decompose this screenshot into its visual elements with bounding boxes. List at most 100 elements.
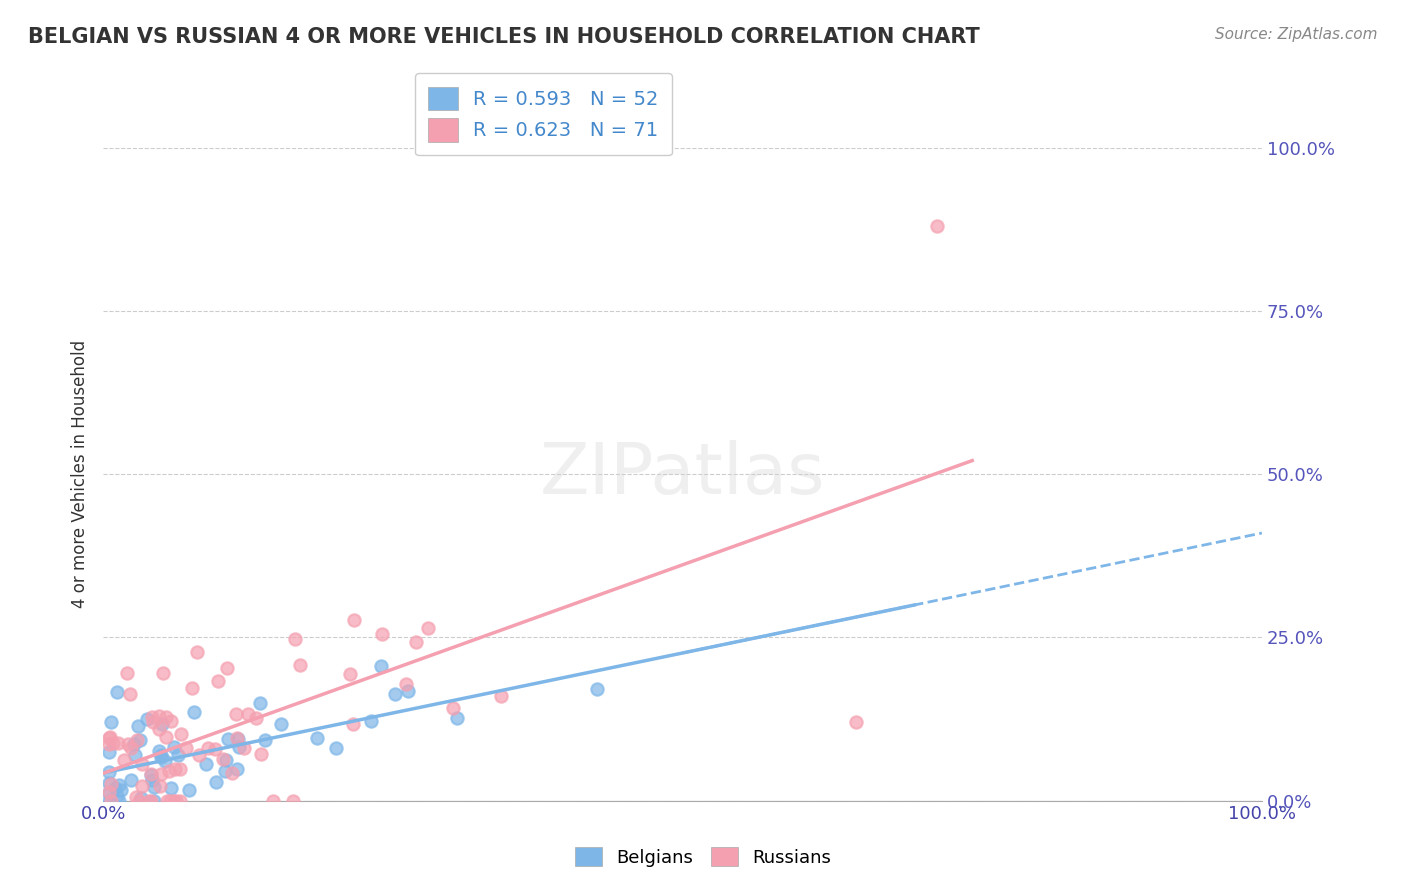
Point bbox=[284, 632, 307, 646]
Point bbox=[195, 756, 218, 771]
Point bbox=[162, 794, 184, 808]
Point bbox=[395, 677, 418, 691]
Point bbox=[150, 748, 173, 763]
Point bbox=[97, 731, 120, 746]
Point bbox=[139, 768, 162, 782]
Point bbox=[124, 747, 146, 762]
Point bbox=[396, 683, 419, 698]
Point bbox=[115, 666, 138, 681]
Point bbox=[187, 748, 209, 763]
Point bbox=[165, 794, 187, 808]
Point bbox=[160, 781, 183, 796]
Point bbox=[217, 732, 239, 747]
Point bbox=[360, 714, 382, 728]
Point bbox=[143, 780, 166, 794]
Point bbox=[108, 778, 131, 792]
Point bbox=[122, 737, 145, 751]
Point bbox=[343, 613, 366, 627]
Point bbox=[157, 764, 180, 778]
Point bbox=[100, 714, 122, 729]
Point bbox=[325, 741, 347, 756]
Point bbox=[159, 794, 181, 808]
Point bbox=[233, 741, 256, 756]
Point bbox=[225, 707, 247, 722]
Legend: R = 0.593   N = 52, R = 0.623   N = 71: R = 0.593 N = 52, R = 0.623 N = 71 bbox=[415, 73, 672, 155]
Point bbox=[204, 742, 226, 756]
Point bbox=[148, 709, 170, 723]
Point bbox=[142, 714, 165, 729]
Point bbox=[169, 727, 191, 741]
Point bbox=[97, 785, 120, 799]
Point bbox=[100, 776, 122, 790]
Point bbox=[169, 794, 191, 808]
Point bbox=[163, 740, 186, 755]
Point bbox=[141, 709, 163, 723]
Point bbox=[148, 722, 170, 736]
Point bbox=[186, 645, 208, 659]
Point bbox=[342, 717, 364, 731]
Point bbox=[120, 741, 142, 756]
Point bbox=[97, 745, 120, 759]
Point bbox=[927, 219, 949, 234]
Point bbox=[97, 776, 120, 790]
Point bbox=[228, 732, 250, 747]
Point bbox=[221, 765, 243, 780]
Point bbox=[153, 754, 176, 768]
Point bbox=[128, 794, 150, 808]
Text: Source: ZipAtlas.com: Source: ZipAtlas.com bbox=[1215, 27, 1378, 42]
Point bbox=[371, 627, 394, 641]
Point bbox=[131, 757, 153, 772]
Point bbox=[416, 621, 439, 635]
Point bbox=[120, 687, 142, 701]
Point bbox=[107, 794, 129, 808]
Text: ZIPatlas: ZIPatlas bbox=[540, 440, 825, 508]
Point bbox=[97, 787, 120, 801]
Point bbox=[845, 715, 868, 730]
Point bbox=[207, 674, 229, 689]
Point bbox=[131, 780, 153, 794]
Point bbox=[586, 681, 609, 696]
Point bbox=[156, 794, 179, 808]
Point bbox=[446, 711, 468, 725]
Point bbox=[105, 789, 128, 804]
Point bbox=[98, 730, 121, 744]
Point bbox=[125, 733, 148, 747]
Point bbox=[226, 731, 249, 746]
Point bbox=[103, 736, 125, 750]
Point bbox=[262, 794, 284, 808]
Point bbox=[236, 706, 259, 721]
Point bbox=[142, 794, 165, 808]
Point bbox=[149, 749, 172, 764]
Point bbox=[112, 753, 135, 767]
Point bbox=[103, 780, 125, 795]
Point bbox=[155, 710, 177, 724]
Point bbox=[179, 783, 201, 797]
Point bbox=[270, 717, 292, 731]
Point bbox=[253, 733, 276, 747]
Point bbox=[197, 740, 219, 755]
Point bbox=[226, 762, 249, 776]
Point bbox=[288, 657, 311, 672]
Point bbox=[150, 767, 173, 781]
Point bbox=[180, 681, 202, 695]
Point bbox=[135, 713, 157, 727]
Point bbox=[384, 686, 406, 700]
Point bbox=[441, 701, 464, 715]
Point bbox=[117, 737, 139, 751]
Point bbox=[141, 767, 163, 781]
Point bbox=[129, 791, 152, 805]
Point bbox=[405, 635, 427, 649]
Point bbox=[228, 739, 250, 754]
Point bbox=[159, 714, 181, 729]
Point bbox=[204, 775, 226, 789]
Point bbox=[165, 762, 187, 776]
Point bbox=[212, 752, 235, 766]
Point bbox=[150, 717, 173, 731]
Point bbox=[169, 762, 191, 776]
Text: BELGIAN VS RUSSIAN 4 OR MORE VEHICLES IN HOUSEHOLD CORRELATION CHART: BELGIAN VS RUSSIAN 4 OR MORE VEHICLES IN… bbox=[28, 27, 980, 46]
Y-axis label: 4 or more Vehicles in Household: 4 or more Vehicles in Household bbox=[72, 340, 89, 608]
Point bbox=[125, 790, 148, 805]
Point bbox=[97, 765, 120, 780]
Point bbox=[139, 794, 162, 808]
Point bbox=[155, 730, 177, 744]
